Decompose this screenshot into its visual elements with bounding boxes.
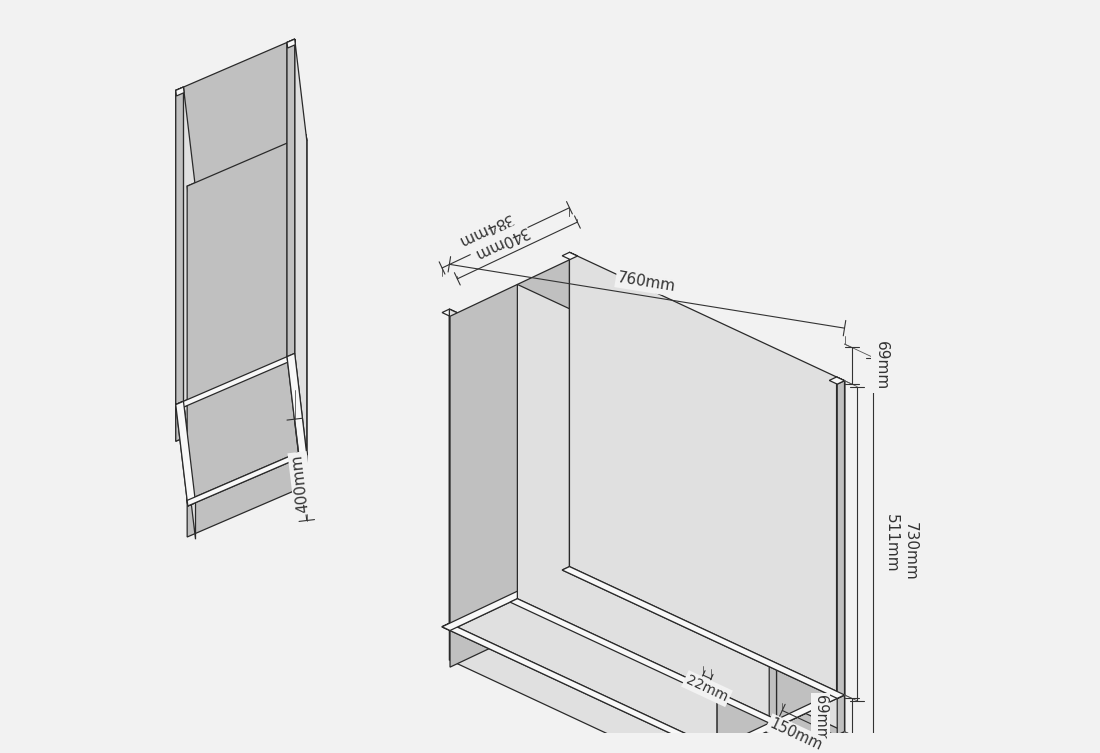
Text: 400mm: 400mm (289, 453, 311, 514)
Text: 384mm: 384mm (454, 211, 514, 249)
Polygon shape (176, 353, 296, 410)
Polygon shape (187, 449, 307, 506)
Polygon shape (187, 183, 196, 192)
Polygon shape (287, 39, 295, 357)
Polygon shape (184, 401, 196, 539)
Polygon shape (187, 135, 306, 501)
Polygon shape (717, 437, 725, 753)
Text: 69mm: 69mm (813, 695, 828, 742)
Polygon shape (837, 377, 845, 695)
Polygon shape (517, 285, 777, 720)
Polygon shape (298, 135, 307, 144)
Text: 511mm: 511mm (883, 514, 899, 573)
Polygon shape (295, 39, 307, 455)
Polygon shape (562, 252, 578, 260)
Polygon shape (184, 87, 196, 503)
Polygon shape (829, 377, 845, 384)
Polygon shape (176, 353, 296, 410)
Text: 760mm: 760mm (617, 270, 678, 294)
Polygon shape (450, 623, 725, 753)
Polygon shape (176, 401, 196, 506)
Polygon shape (287, 39, 295, 357)
Polygon shape (298, 135, 306, 453)
Polygon shape (710, 691, 845, 753)
Polygon shape (287, 353, 295, 393)
Text: 69mm: 69mm (873, 341, 889, 390)
Polygon shape (570, 566, 845, 732)
Polygon shape (176, 87, 184, 404)
Polygon shape (837, 691, 845, 732)
Polygon shape (187, 449, 307, 506)
Polygon shape (570, 252, 845, 695)
Polygon shape (450, 309, 458, 627)
Polygon shape (716, 434, 725, 751)
Polygon shape (176, 353, 295, 441)
Text: 340mm: 340mm (470, 224, 529, 262)
Polygon shape (717, 751, 725, 753)
Text: 150mm: 150mm (767, 716, 825, 753)
Polygon shape (710, 434, 725, 441)
Polygon shape (442, 623, 725, 753)
Text: 730mm: 730mm (903, 522, 917, 581)
Polygon shape (769, 405, 777, 723)
Text: 22mm: 22mm (684, 673, 730, 704)
Polygon shape (176, 39, 295, 404)
Polygon shape (442, 309, 458, 316)
Polygon shape (837, 381, 845, 698)
Polygon shape (176, 87, 184, 404)
Polygon shape (570, 256, 578, 574)
Polygon shape (837, 695, 845, 735)
Polygon shape (450, 312, 458, 630)
Polygon shape (442, 623, 725, 753)
Polygon shape (510, 599, 777, 723)
Polygon shape (710, 691, 845, 753)
Polygon shape (562, 566, 845, 698)
Polygon shape (717, 695, 845, 753)
Polygon shape (450, 256, 578, 630)
Polygon shape (187, 449, 306, 537)
Polygon shape (176, 401, 184, 441)
Polygon shape (176, 401, 196, 506)
Polygon shape (442, 566, 578, 630)
Polygon shape (837, 377, 845, 695)
Polygon shape (287, 353, 307, 458)
Polygon shape (442, 566, 578, 630)
Polygon shape (717, 437, 725, 753)
Polygon shape (570, 252, 578, 570)
Polygon shape (837, 381, 845, 698)
Polygon shape (717, 381, 845, 753)
Polygon shape (570, 566, 578, 607)
Polygon shape (450, 570, 578, 667)
Polygon shape (450, 309, 725, 751)
Polygon shape (295, 353, 307, 491)
Polygon shape (287, 39, 296, 48)
Polygon shape (176, 87, 184, 96)
Polygon shape (187, 183, 195, 501)
Polygon shape (287, 353, 307, 458)
Polygon shape (562, 566, 845, 698)
Polygon shape (570, 252, 578, 570)
